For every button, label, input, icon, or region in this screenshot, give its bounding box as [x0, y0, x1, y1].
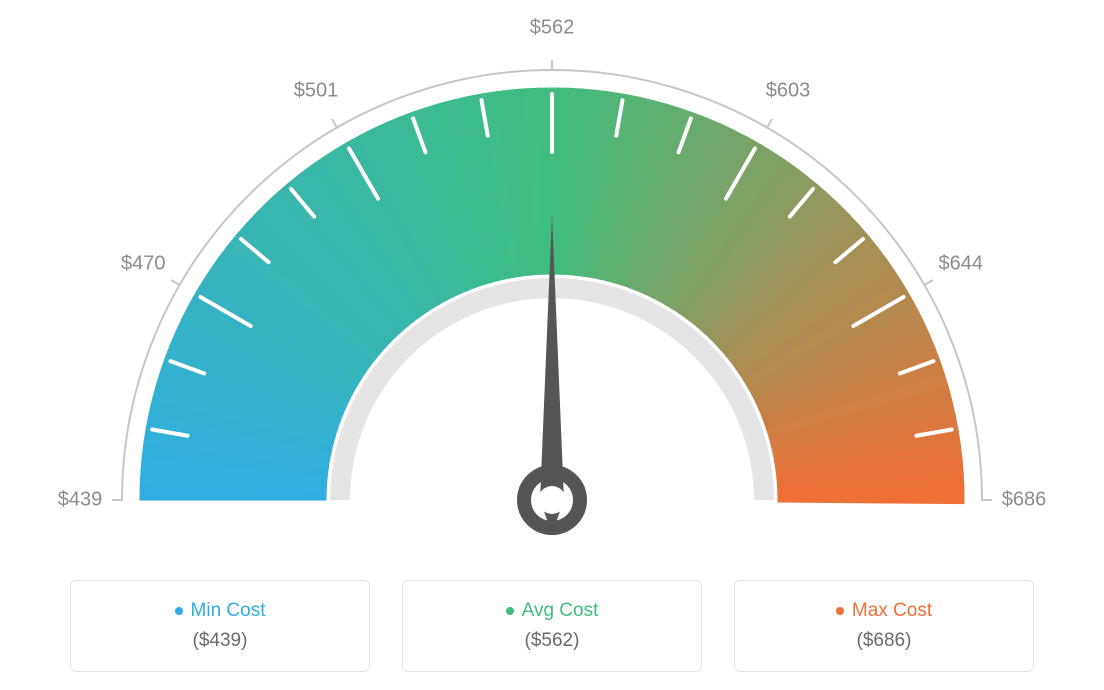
gauge-tick-label: $603 [766, 80, 811, 103]
gauge-tick-label: $562 [530, 17, 575, 40]
legend-min-label-row: Min Cost [175, 600, 266, 622]
legend-max-label: Max Cost [852, 600, 932, 622]
gauge-tick-label: $644 [939, 253, 984, 276]
gauge-tick-label: $501 [294, 80, 339, 103]
legend-min-label: Min Cost [191, 600, 266, 622]
legend-row: Min Cost ($439) Avg Cost ($562) Max Cost… [0, 580, 1104, 672]
gauge-tick-label: $470 [121, 253, 166, 276]
legend-card-min: Min Cost ($439) [70, 580, 370, 672]
legend-avg-dot [506, 607, 514, 615]
gauge-svg [0, 0, 1104, 560]
gauge-tick-label: $686 [1002, 489, 1047, 512]
legend-avg-value: ($562) [525, 630, 580, 652]
legend-max-label-row: Max Cost [836, 600, 932, 622]
legend-max-value: ($686) [857, 630, 912, 652]
legend-min-value: ($439) [193, 630, 248, 652]
gauge-tick-label: $439 [58, 489, 103, 512]
legend-avg-label: Avg Cost [522, 600, 599, 622]
legend-max-dot [836, 607, 844, 615]
cost-gauge-chart: $439 $470 $501 $562 $603 $644 $686 [0, 0, 1104, 560]
legend-card-avg: Avg Cost ($562) [402, 580, 702, 672]
legend-min-dot [175, 607, 183, 615]
legend-card-max: Max Cost ($686) [734, 580, 1034, 672]
legend-avg-label-row: Avg Cost [506, 600, 599, 622]
